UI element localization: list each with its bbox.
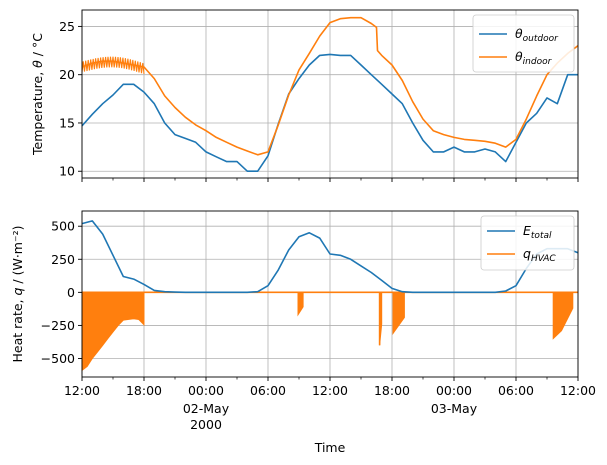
series-oscillation-theta-indoor bbox=[81, 56, 145, 75]
x-tick-label: 18:00 bbox=[126, 383, 162, 398]
x-tick-label: 12:00 bbox=[560, 383, 596, 398]
heat-rate-x-ticks: 12:00 18:00 00:00 06:00 12:00 18:00 00:00 06:00… bbox=[64, 377, 596, 398]
heat-rate-y-ticks: −500 −250 0 250 500 bbox=[41, 219, 82, 366]
temperature-y-axis-label: Temperature, θ / °C bbox=[30, 33, 45, 156]
series-area-q-hvac-start bbox=[81, 291, 145, 372]
temperature-panel: 10 15 20 25 Temperature, θ / °C θoutdoor θi… bbox=[30, 9, 579, 182]
x-tick-label: 06:00 bbox=[498, 383, 534, 398]
temperature-legend: θoutdoor θindoor bbox=[472, 14, 575, 73]
x-tick-label: 18:00 bbox=[374, 383, 410, 398]
legend-label-e-total: Etotal bbox=[523, 223, 552, 241]
year-label: 2000 bbox=[190, 417, 222, 432]
x-tick-label: 06:00 bbox=[250, 383, 286, 398]
heat-rate-legend-box bbox=[480, 215, 575, 271]
y-tick-label: 250 bbox=[51, 252, 75, 267]
x-axis-label: Time bbox=[314, 440, 346, 455]
x-tick-label: 12:00 bbox=[312, 383, 348, 398]
date-label-02-may: 02-May bbox=[183, 401, 230, 416]
series-line-theta-outdoor bbox=[81, 53, 578, 172]
x-tick-label: 12:00 bbox=[64, 383, 100, 398]
y-tick-label: 15 bbox=[59, 115, 75, 130]
x-tick-label: 00:00 bbox=[436, 383, 472, 398]
heat-rate-y-axis-label: Heat rate, q / (W·m⁻²) bbox=[10, 226, 25, 363]
series-area-q-hvac-burst bbox=[552, 291, 574, 340]
y-tick-label: 20 bbox=[59, 67, 75, 82]
y-tick-label: −500 bbox=[41, 351, 75, 366]
y-tick-label: 25 bbox=[59, 19, 75, 34]
series-area-q-hvac-burst bbox=[392, 291, 405, 335]
legend-label-q-hvac: qHVAC bbox=[523, 246, 556, 264]
y-tick-label: 500 bbox=[51, 219, 75, 234]
x-tick-label: 00:00 bbox=[188, 383, 224, 398]
heat-rate-legend: Etotal qHVAC bbox=[480, 215, 575, 271]
series-area-q-hvac-burst bbox=[297, 291, 304, 317]
series-line-e-total bbox=[81, 220, 579, 294]
y-tick-label: 0 bbox=[67, 285, 75, 300]
temperature-plot-area bbox=[81, 16, 579, 172]
y-tick-label: 10 bbox=[59, 164, 75, 179]
temperature-y-ticks: 10 15 20 25 bbox=[59, 19, 82, 179]
y-tick-label: −250 bbox=[41, 318, 75, 333]
temperature-x-ticks bbox=[81, 178, 579, 182]
series-line-theta-indoor bbox=[81, 16, 579, 156]
legend-label-outdoor: θoutdoor bbox=[515, 26, 559, 44]
date-label-03-may: 03-May bbox=[431, 401, 478, 416]
heat-rate-plot-area bbox=[81, 220, 579, 372]
legend-label-indoor: θindoor bbox=[515, 49, 553, 67]
